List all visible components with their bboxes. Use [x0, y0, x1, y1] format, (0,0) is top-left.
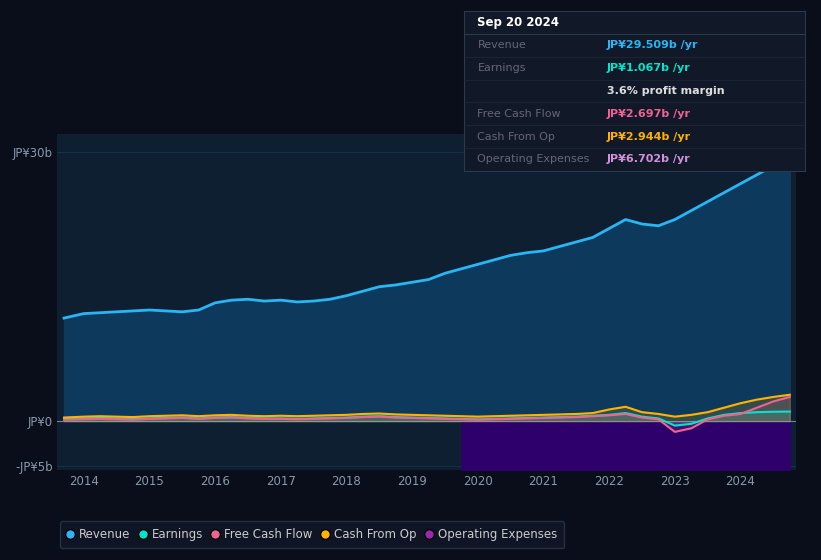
Text: JP¥29.509b /yr: JP¥29.509b /yr	[607, 40, 699, 50]
Text: JP¥6.702b /yr: JP¥6.702b /yr	[607, 155, 690, 165]
Text: Revenue: Revenue	[478, 40, 526, 50]
Text: 3.6% profit margin: 3.6% profit margin	[607, 86, 725, 96]
Text: Operating Expenses: Operating Expenses	[478, 155, 589, 165]
Legend: Revenue, Earnings, Free Cash Flow, Cash From Op, Operating Expenses: Revenue, Earnings, Free Cash Flow, Cash …	[60, 521, 564, 548]
Text: Earnings: Earnings	[478, 63, 526, 73]
Text: JP¥2.697b /yr: JP¥2.697b /yr	[607, 109, 691, 119]
Text: JP¥1.067b /yr: JP¥1.067b /yr	[607, 63, 690, 73]
Text: Cash From Op: Cash From Op	[478, 132, 555, 142]
Text: Free Cash Flow: Free Cash Flow	[478, 109, 561, 119]
Text: JP¥2.944b /yr: JP¥2.944b /yr	[607, 132, 691, 142]
Text: Sep 20 2024: Sep 20 2024	[478, 16, 559, 29]
